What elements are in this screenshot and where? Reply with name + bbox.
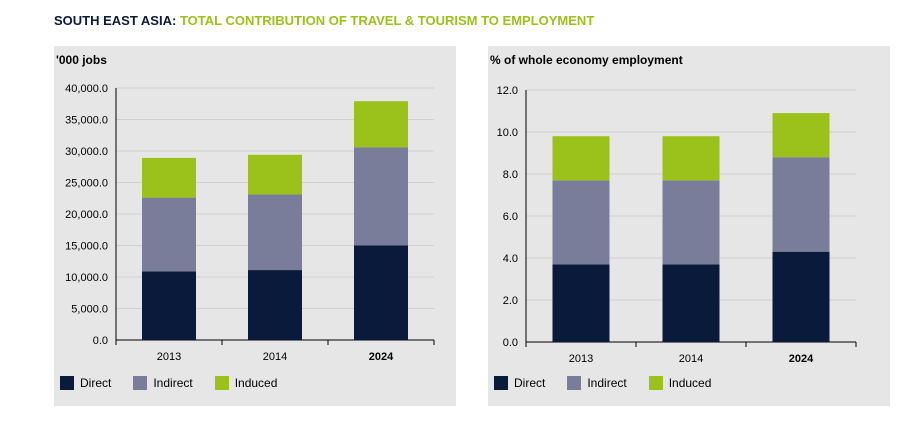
legend-swatch-induced: [648, 376, 663, 390]
bar-induced-2013: [552, 136, 610, 181]
bar-direct-2024: [772, 251, 830, 342]
x-tick-label: 2013: [157, 351, 181, 363]
legend-label-induced: Induced: [668, 376, 712, 390]
bar-direct-2013: [552, 264, 610, 342]
legend-label-direct: Direct: [514, 376, 546, 390]
y-tick-label: 10,000.0: [65, 272, 108, 284]
legend-label-indirect: Indirect: [153, 376, 193, 390]
bar-indirect-2024: [354, 147, 408, 246]
y-tick-label: 4.0: [503, 253, 518, 265]
bar-indirect-2024: [772, 157, 830, 252]
y-tick-label: 0.0: [503, 337, 518, 349]
unit-label: '000 jobs: [56, 53, 107, 67]
bar-indirect-2014: [248, 194, 302, 271]
title-topic: TOTAL CONTRIBUTION OF TRAVEL & TOURISM T…: [179, 13, 595, 28]
jobs-chart: 0.0 5,000.0 10,000.0 15,000.0 20,000.0 25,000…: [65, 83, 435, 363]
legend-item-induced: Induced: [648, 376, 712, 390]
legend-swatch-induced: [214, 376, 229, 390]
legend-item-direct: Direct: [60, 376, 111, 390]
x-tick-label: 2014: [679, 353, 703, 365]
x-tick-label: 2024: [369, 351, 394, 363]
unit-label: % of whole economy employment: [490, 53, 683, 67]
percent-chart-panel: % of whole economy employment 0.0 2.0 4.0 6…: [488, 46, 890, 406]
bar-direct-2014: [662, 264, 720, 342]
title-region: SOUTH EAST ASIA:: [54, 13, 177, 28]
legend-item-indirect: Indirect: [567, 376, 627, 390]
y-tick-label: 6.0: [503, 211, 518, 223]
legend-item-direct: Direct: [494, 376, 545, 390]
bar-indirect-2014: [662, 180, 720, 265]
y-tick-label: 25,000.0: [65, 178, 108, 190]
y-tick-label: 5,000.0: [71, 304, 108, 316]
percent-chart: 0.0 2.0 4.0 6.0 8.0 10.0 12.0 2013 2014 2024: [497, 85, 857, 365]
legend-item-induced: Induced: [214, 376, 278, 390]
y-tick-label: 40,000.0: [65, 83, 108, 95]
x-tick-label: 2014: [263, 351, 287, 363]
x-tick-label: 2013: [569, 353, 593, 365]
page-title: SOUTH EAST ASIA: TOTAL CONTRIBUTION OF T…: [54, 13, 594, 28]
legend-swatch-direct: [60, 376, 74, 390]
y-tick-label: 10.0: [497, 127, 518, 139]
x-tick-label: 2024: [789, 353, 814, 365]
bar-induced-2024: [354, 101, 408, 148]
legend-label-direct: Direct: [80, 376, 112, 390]
bar-indirect-2013: [552, 180, 610, 265]
legend-swatch-direct: [494, 376, 508, 390]
bar-induced-2013: [142, 157, 196, 198]
bar-induced-2014: [662, 136, 720, 181]
legend: Direct Indirect Induced: [494, 376, 733, 390]
y-tick-label: 8.0: [503, 169, 518, 181]
y-tick-label: 2.0: [503, 295, 518, 307]
legend-label-induced: Induced: [234, 376, 278, 390]
bar-direct-2024: [354, 245, 408, 340]
y-tick-label: 35,000.0: [65, 115, 108, 127]
bar-direct-2014: [248, 270, 302, 340]
bar-induced-2014: [248, 154, 302, 195]
y-tick-label: 15,000.0: [65, 241, 108, 253]
y-tick-label: 30,000.0: [65, 146, 108, 158]
legend-swatch-indirect: [567, 376, 582, 390]
legend-swatch-indirect: [133, 376, 148, 390]
legend-label-indirect: Indirect: [587, 376, 627, 390]
y-tick-label: 12.0: [497, 85, 518, 97]
y-tick-label: 20,000.0: [65, 209, 108, 221]
bar-induced-2024: [772, 113, 830, 158]
bar-indirect-2013: [142, 197, 196, 272]
legend-item-indirect: Indirect: [133, 376, 193, 390]
bar-direct-2013: [142, 271, 196, 340]
y-tick-label: 0.0: [93, 335, 108, 347]
legend: Direct Indirect Induced: [60, 376, 299, 390]
jobs-chart-panel: '000 jobs 0.0 5,000.0 10,000.0 15,000.0 20,0…: [54, 46, 456, 406]
